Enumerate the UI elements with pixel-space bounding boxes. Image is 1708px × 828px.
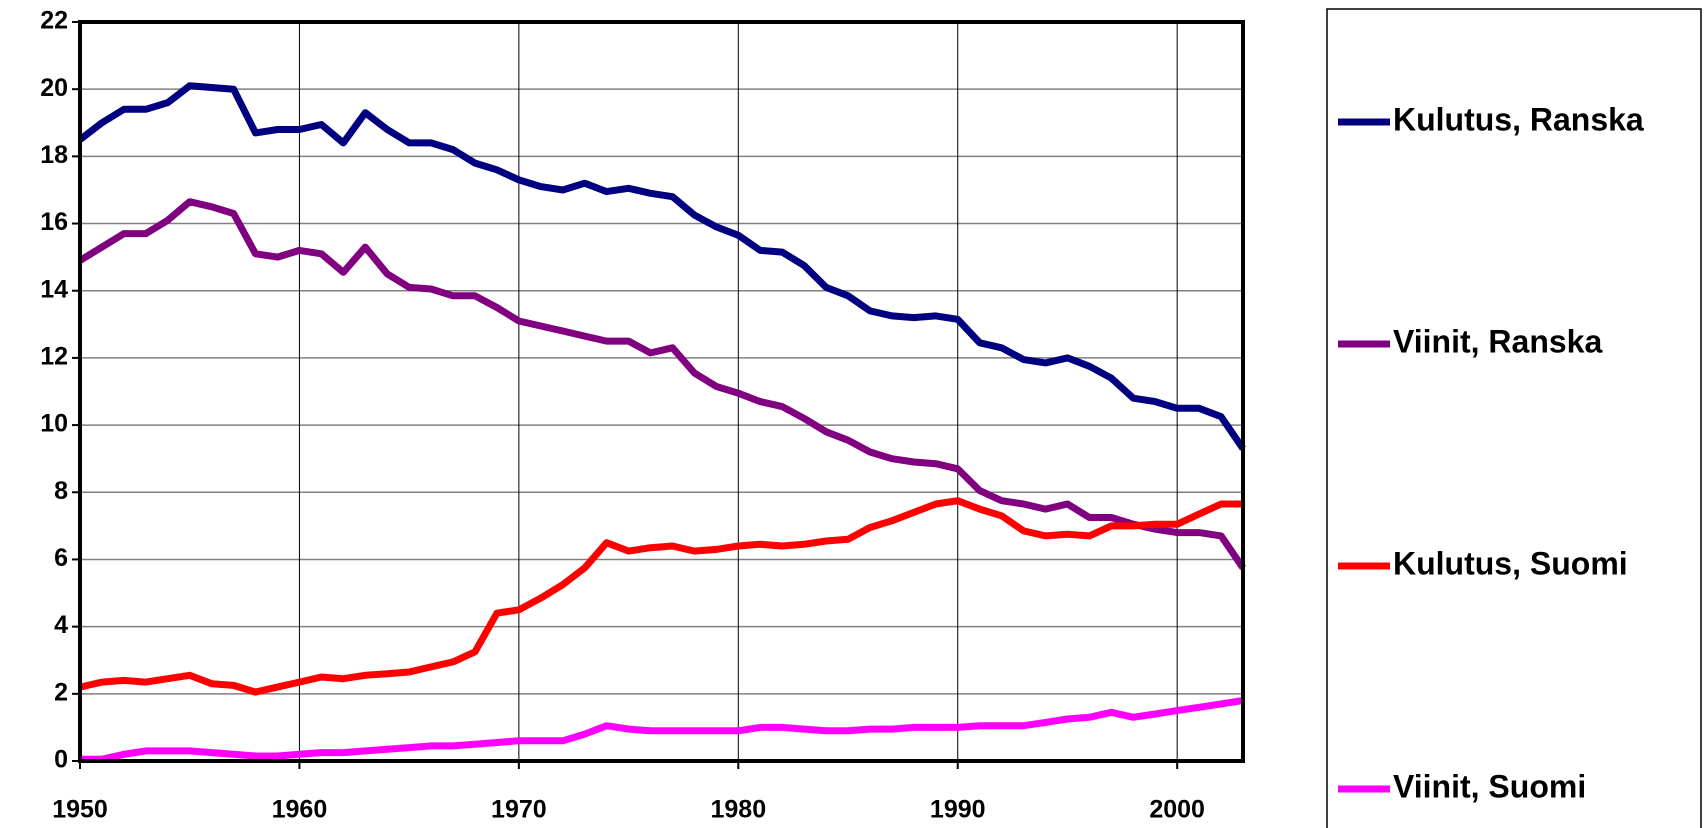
y-tick-label: 22	[40, 7, 68, 35]
y-tick-label: 16	[40, 208, 68, 236]
data-line	[79, 497, 1243, 696]
y-tick-label: 2	[54, 678, 68, 706]
x-tick-label: 1960	[272, 796, 328, 824]
legend-label: Viinit, Ranska	[1393, 323, 1602, 359]
y-tick-label: 0	[54, 746, 68, 774]
legend-box	[1326, 8, 1702, 828]
data-line	[77, 82, 1246, 451]
y-tick-label: 20	[40, 74, 68, 102]
data-line	[78, 198, 1246, 570]
x-tick-label: 2000	[1149, 796, 1205, 824]
y-tick-label: 12	[40, 343, 68, 371]
y-tick-label: 10	[40, 410, 68, 438]
plot-border	[78, 20, 1245, 763]
y-tick-label: 4	[54, 611, 68, 639]
data-line	[80, 697, 1244, 763]
x-tick-label: 1980	[710, 796, 766, 824]
y-tick-label: 8	[54, 477, 68, 505]
y-tick-label: 6	[54, 544, 68, 572]
y-tick-label: 14	[40, 275, 68, 303]
x-tick-label: 1990	[930, 796, 986, 824]
legend-label: Kulutus, Ranska	[1393, 101, 1644, 137]
x-tick-label: 1950	[52, 796, 108, 824]
legend-label: Kulutus, Suomi	[1393, 545, 1628, 581]
y-tick-label: 18	[40, 141, 68, 169]
legend-label: Viinit, Suomi	[1393, 768, 1586, 804]
x-tick-label: 1970	[491, 796, 547, 824]
